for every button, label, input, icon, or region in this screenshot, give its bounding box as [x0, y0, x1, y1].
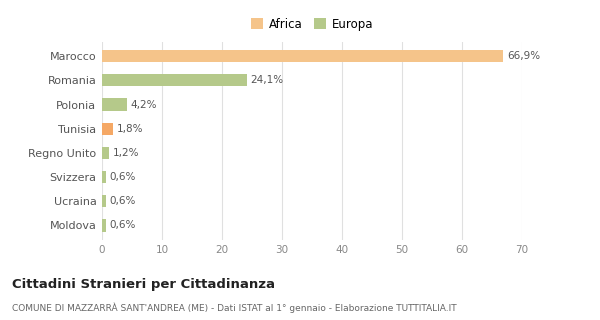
- Text: 0,6%: 0,6%: [109, 220, 136, 230]
- Text: 0,6%: 0,6%: [109, 196, 136, 206]
- Text: 1,8%: 1,8%: [116, 124, 143, 134]
- Bar: [102, 171, 106, 183]
- Bar: [102, 50, 503, 62]
- Bar: [102, 195, 106, 207]
- Bar: [102, 220, 106, 232]
- Text: 0,6%: 0,6%: [109, 172, 136, 182]
- Bar: [102, 99, 127, 110]
- Text: COMUNE DI MAZZARRÀ SANT'ANDREA (ME) - Dati ISTAT al 1° gennaio - Elaborazione TU: COMUNE DI MAZZARRÀ SANT'ANDREA (ME) - Da…: [12, 302, 457, 313]
- Text: Cittadini Stranieri per Cittadinanza: Cittadini Stranieri per Cittadinanza: [12, 278, 275, 292]
- Legend: Africa, Europa: Africa, Europa: [251, 18, 373, 31]
- Bar: [102, 74, 247, 86]
- Text: 4,2%: 4,2%: [131, 100, 157, 109]
- Text: 1,2%: 1,2%: [113, 148, 139, 158]
- Text: 24,1%: 24,1%: [250, 75, 283, 85]
- Bar: [102, 147, 109, 159]
- Text: 66,9%: 66,9%: [507, 51, 540, 61]
- Bar: [102, 123, 113, 135]
